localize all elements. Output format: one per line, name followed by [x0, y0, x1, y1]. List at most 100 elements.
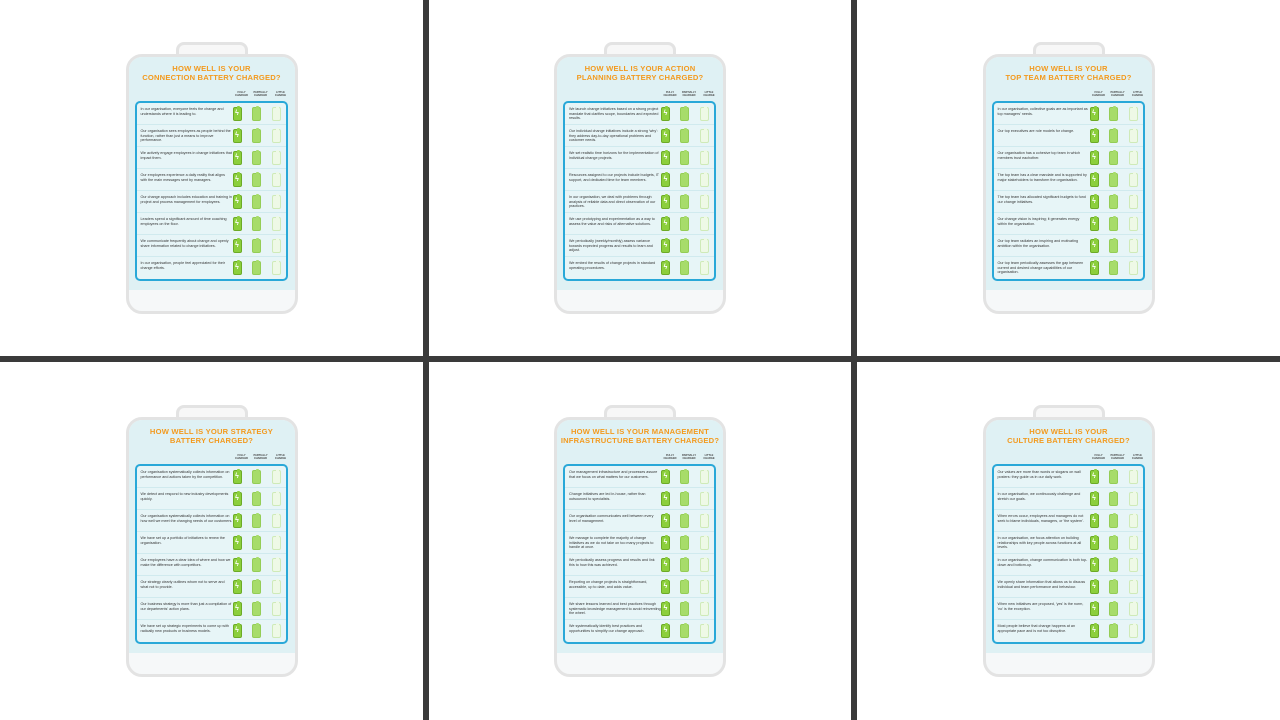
battery-partial-icon[interactable]	[1108, 216, 1118, 231]
battery-partial-icon[interactable]	[1108, 128, 1118, 143]
battery-partial-icon[interactable]	[680, 260, 689, 275]
battery-empty-icon[interactable]	[1128, 491, 1138, 506]
battery-full-lightning-icon[interactable]: ϟ	[661, 469, 670, 484]
battery-partial-icon[interactable]	[251, 557, 261, 572]
battery-empty-icon[interactable]	[700, 579, 709, 594]
battery-full-lightning-icon[interactable]: ϟ	[1089, 172, 1099, 187]
battery-full-lightning-icon[interactable]: ϟ	[661, 238, 670, 253]
battery-empty-icon[interactable]	[700, 106, 709, 121]
battery-empty-icon[interactable]	[271, 601, 281, 616]
battery-full-lightning-icon[interactable]: ϟ	[661, 579, 670, 594]
battery-empty-icon[interactable]	[700, 469, 709, 484]
battery-empty-icon[interactable]	[1128, 260, 1138, 275]
battery-full-lightning-icon[interactable]: ϟ	[1089, 491, 1099, 506]
battery-full-lightning-icon[interactable]: ϟ	[1089, 150, 1099, 165]
battery-partial-icon[interactable]	[251, 623, 261, 638]
battery-empty-icon[interactable]	[700, 623, 709, 638]
battery-empty-icon[interactable]	[1128, 513, 1138, 528]
battery-partial-icon[interactable]	[680, 601, 689, 616]
battery-partial-icon[interactable]	[1108, 513, 1118, 528]
battery-partial-icon[interactable]	[680, 106, 689, 121]
battery-empty-icon[interactable]	[700, 260, 709, 275]
battery-partial-icon[interactable]	[1108, 238, 1118, 253]
battery-empty-icon[interactable]	[271, 260, 281, 275]
battery-full-lightning-icon[interactable]: ϟ	[1089, 557, 1099, 572]
battery-partial-icon[interactable]	[1108, 557, 1118, 572]
battery-full-lightning-icon[interactable]: ϟ	[1089, 623, 1099, 638]
battery-partial-icon[interactable]	[680, 172, 689, 187]
battery-partial-icon[interactable]	[1108, 601, 1118, 616]
battery-full-lightning-icon[interactable]: ϟ	[1089, 579, 1099, 594]
battery-partial-icon[interactable]	[251, 128, 261, 143]
battery-empty-icon[interactable]	[1128, 150, 1138, 165]
battery-full-lightning-icon[interactable]: ϟ	[232, 172, 242, 187]
battery-empty-icon[interactable]	[1128, 601, 1138, 616]
battery-empty-icon[interactable]	[271, 557, 281, 572]
battery-full-lightning-icon[interactable]: ϟ	[232, 579, 242, 594]
battery-full-lightning-icon[interactable]: ϟ	[1089, 469, 1099, 484]
battery-full-lightning-icon[interactable]: ϟ	[232, 535, 242, 550]
battery-full-lightning-icon[interactable]: ϟ	[661, 513, 670, 528]
battery-empty-icon[interactable]	[1128, 216, 1138, 231]
battery-full-lightning-icon[interactable]: ϟ	[232, 238, 242, 253]
battery-empty-icon[interactable]	[271, 106, 281, 121]
battery-partial-icon[interactable]	[680, 238, 689, 253]
battery-partial-icon[interactable]	[251, 601, 261, 616]
battery-partial-icon[interactable]	[251, 216, 261, 231]
battery-partial-icon[interactable]	[251, 491, 261, 506]
battery-partial-icon[interactable]	[1108, 172, 1118, 187]
battery-partial-icon[interactable]	[680, 557, 689, 572]
battery-partial-icon[interactable]	[251, 260, 261, 275]
battery-empty-icon[interactable]	[700, 535, 709, 550]
battery-partial-icon[interactable]	[1108, 469, 1118, 484]
battery-full-lightning-icon[interactable]: ϟ	[232, 150, 242, 165]
battery-empty-icon[interactable]	[1128, 128, 1138, 143]
battery-partial-icon[interactable]	[251, 106, 261, 121]
battery-partial-icon[interactable]	[1108, 106, 1118, 121]
battery-empty-icon[interactable]	[1128, 623, 1138, 638]
battery-partial-icon[interactable]	[251, 513, 261, 528]
battery-full-lightning-icon[interactable]: ϟ	[232, 469, 242, 484]
battery-empty-icon[interactable]	[1128, 172, 1138, 187]
battery-partial-icon[interactable]	[251, 172, 261, 187]
battery-empty-icon[interactable]	[271, 194, 281, 209]
battery-empty-icon[interactable]	[700, 491, 709, 506]
battery-partial-icon[interactable]	[680, 128, 689, 143]
battery-full-lightning-icon[interactable]: ϟ	[661, 623, 670, 638]
battery-empty-icon[interactable]	[271, 128, 281, 143]
battery-empty-icon[interactable]	[1128, 238, 1138, 253]
battery-full-lightning-icon[interactable]: ϟ	[1089, 260, 1099, 275]
battery-partial-icon[interactable]	[1108, 535, 1118, 550]
battery-empty-icon[interactable]	[700, 216, 709, 231]
battery-full-lightning-icon[interactable]: ϟ	[1089, 535, 1099, 550]
battery-partial-icon[interactable]	[251, 194, 261, 209]
battery-partial-icon[interactable]	[680, 513, 689, 528]
battery-full-lightning-icon[interactable]: ϟ	[661, 150, 670, 165]
battery-full-lightning-icon[interactable]: ϟ	[232, 128, 242, 143]
battery-partial-icon[interactable]	[251, 238, 261, 253]
battery-full-lightning-icon[interactable]: ϟ	[661, 535, 670, 550]
battery-partial-icon[interactable]	[680, 150, 689, 165]
battery-empty-icon[interactable]	[271, 238, 281, 253]
battery-empty-icon[interactable]	[700, 601, 709, 616]
battery-full-lightning-icon[interactable]: ϟ	[1089, 106, 1099, 121]
battery-partial-icon[interactable]	[251, 579, 261, 594]
battery-full-lightning-icon[interactable]: ϟ	[1089, 513, 1099, 528]
battery-partial-icon[interactable]	[680, 535, 689, 550]
battery-empty-icon[interactable]	[1128, 535, 1138, 550]
battery-empty-icon[interactable]	[271, 172, 281, 187]
battery-full-lightning-icon[interactable]: ϟ	[1089, 238, 1099, 253]
battery-empty-icon[interactable]	[700, 513, 709, 528]
battery-partial-icon[interactable]	[1108, 260, 1118, 275]
battery-empty-icon[interactable]	[1128, 557, 1138, 572]
battery-empty-icon[interactable]	[700, 150, 709, 165]
battery-empty-icon[interactable]	[1128, 579, 1138, 594]
battery-full-lightning-icon[interactable]: ϟ	[661, 216, 670, 231]
battery-empty-icon[interactable]	[271, 535, 281, 550]
battery-full-lightning-icon[interactable]: ϟ	[232, 491, 242, 506]
battery-empty-icon[interactable]	[271, 513, 281, 528]
battery-partial-icon[interactable]	[1108, 579, 1118, 594]
battery-partial-icon[interactable]	[680, 623, 689, 638]
battery-empty-icon[interactable]	[271, 623, 281, 638]
battery-full-lightning-icon[interactable]: ϟ	[232, 106, 242, 121]
